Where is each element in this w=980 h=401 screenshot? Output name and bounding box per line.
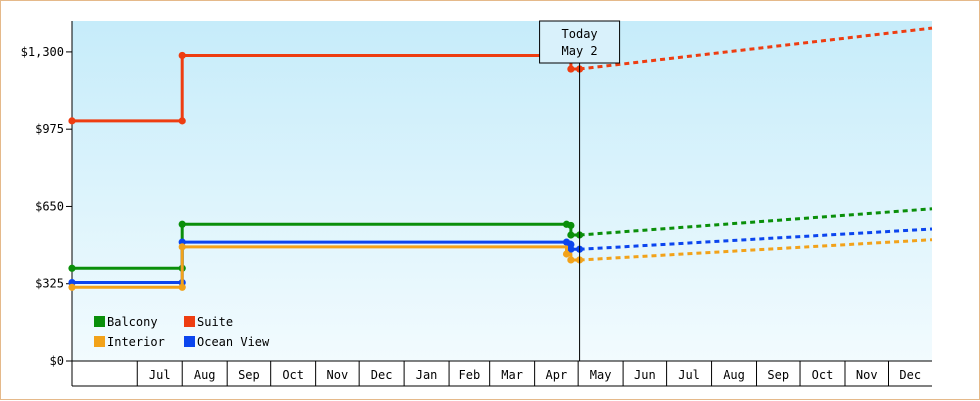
series-interior [68,238,933,291]
forecast-line [579,238,933,262]
data-point [567,245,575,253]
y-tick-label: $975 [35,122,64,136]
forecast-line [579,207,933,237]
legend-swatch [94,316,105,327]
data-point [68,283,76,291]
x-tick-label: Dec [371,368,393,382]
data-point [562,250,571,258]
plot-area [72,21,932,361]
legend-swatch [94,336,105,347]
legend-label: Interior [107,335,165,349]
x-tick-label: Sep [238,368,260,382]
x-tick-label: Aug [194,368,216,382]
data-point [178,51,186,60]
data-point [68,264,76,272]
x-tick-label: Apr [546,368,568,382]
forecast-line [579,227,933,251]
x-tick-label: Oct [812,368,834,382]
data-point [567,256,575,264]
data-point [567,231,575,239]
legend: Balcony Suite Interior Ocean View [94,315,270,349]
x-tick-label: Oct [282,368,304,382]
x-tick-label: Feb [459,368,481,382]
x-tick-label: Nov [327,368,349,382]
today-label: Today [562,27,598,41]
today-date: May 2 [562,44,598,58]
today-box [539,20,621,64]
y-tick-label: $1,300 [21,45,64,59]
data-point [178,220,186,228]
legend-label: Ocean View [197,335,270,349]
x-tick-label: Jul [678,368,700,382]
x-tick-label: Jun [634,368,656,382]
axes: $0 $325 $650 $975 $1,300 Jul Aug Sep Oct Nov Dec Ja… [21,21,932,387]
today-marker: Today May 2 [539,20,621,361]
x-tick-label: Dec [899,368,921,382]
x-tick-label: Aug [723,368,745,382]
legend-label: Balcony [107,315,158,329]
data-point [178,243,186,251]
data-point [567,65,575,73]
legend-swatch [184,316,195,327]
data-point [178,283,186,291]
data-point [178,117,186,125]
x-tick-label: Jan [416,368,438,382]
legend-swatch [184,336,195,347]
x-tick-label: May [590,368,612,382]
data-point [567,221,575,230]
x-tick-label: Nov [856,368,878,382]
legend-label: Suite [197,315,233,329]
x-tick-label: Jul [149,368,171,382]
x-tick-label: Sep [767,368,789,382]
y-tick-label: $650 [35,199,64,213]
y-tick-label: $0 [50,354,64,368]
x-tick-label: Mar [501,368,523,382]
y-tick-label: $325 [35,277,64,291]
data-point [68,117,76,125]
